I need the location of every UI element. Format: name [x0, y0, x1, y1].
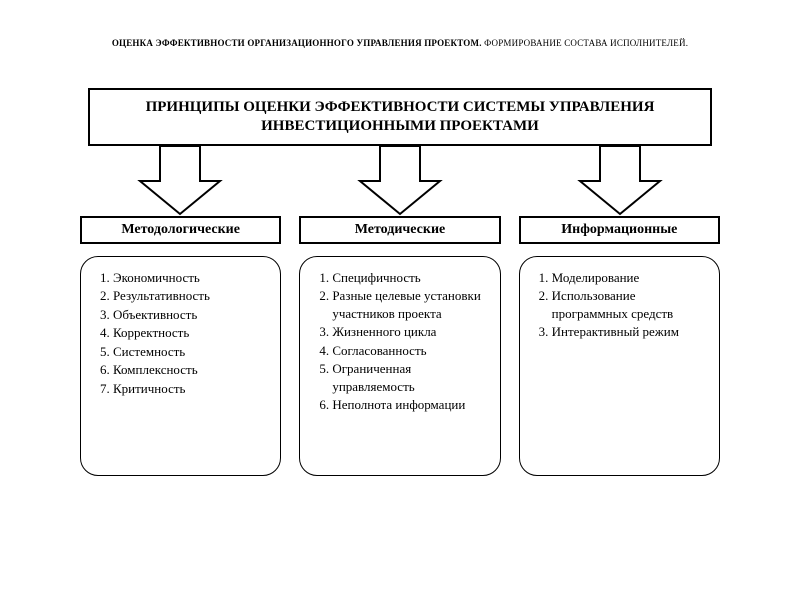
- columns-row: Методологические ЭкономичностьРезультати…: [80, 216, 720, 476]
- arrows-row: [80, 146, 720, 216]
- list-item: Интерактивный режим: [552, 323, 709, 341]
- column-body: ЭкономичностьРезультативностьОбъективнос…: [80, 256, 281, 476]
- column-methodical: Методические СпецифичностьРазные целевые…: [299, 216, 500, 476]
- arrow-down-icon: [135, 146, 225, 216]
- main-box-line2: ИНВЕСТИЦИОННЫМИ ПРОЕКТАМИ: [100, 117, 700, 136]
- page-title: ОЦЕНКА ЭФФЕКТИВНОСТИ ОРГАНИЗАЦИОННОГО УП…: [0, 0, 800, 48]
- page-title-rest: ФОРМИРОВАНИЕ СОСТАВА ИСПОЛНИТЕЛЕЙ.: [482, 38, 689, 48]
- list-item: Экономичность: [113, 269, 270, 287]
- page-title-bold: ОЦЕНКА ЭФФЕКТИВНОСТИ ОРГАНИЗАЦИОННОГО УП…: [112, 38, 482, 48]
- column-header: Методологические: [80, 216, 281, 244]
- item-list: МоделированиеИспользование программных с…: [534, 269, 709, 341]
- list-item: Разные целевые установки участников прое…: [332, 287, 489, 322]
- list-item: Жизненного цикла: [332, 323, 489, 341]
- list-item: Согласованность: [332, 342, 489, 360]
- list-item: Специфичность: [332, 269, 489, 287]
- item-list: СпецифичностьРазные целевые установки уч…: [314, 269, 489, 414]
- list-item: Объективность: [113, 306, 270, 324]
- main-principles-box: ПРИНЦИПЫ ОЦЕНКИ ЭФФЕКТИВНОСТИ СИСТЕМЫ УП…: [88, 88, 712, 146]
- list-item: Результативность: [113, 287, 270, 305]
- arrow-down-icon: [575, 146, 665, 216]
- list-item: Критичность: [113, 380, 270, 398]
- column-body: МоделированиеИспользование программных с…: [519, 256, 720, 476]
- list-item: Моделирование: [552, 269, 709, 287]
- list-item: Комплексность: [113, 361, 270, 379]
- item-list: ЭкономичностьРезультативностьОбъективнос…: [95, 269, 270, 398]
- list-item: Системность: [113, 343, 270, 361]
- column-methodological: Методологические ЭкономичностьРезультати…: [80, 216, 281, 476]
- main-box-line1: ПРИНЦИПЫ ОЦЕНКИ ЭФФЕКТИВНОСТИ СИСТЕМЫ УП…: [100, 98, 700, 117]
- column-header: Информационные: [519, 216, 720, 244]
- arrow-down-icon: [355, 146, 445, 216]
- column-informational: Информационные МоделированиеИспользовани…: [519, 216, 720, 476]
- column-body: СпецифичностьРазные целевые установки уч…: [299, 256, 500, 476]
- list-item: Корректность: [113, 324, 270, 342]
- list-item: Неполнота информации: [332, 396, 489, 414]
- list-item: Ограниченная управляемость: [332, 360, 489, 395]
- list-item: Использование программных средств: [552, 287, 709, 322]
- column-header: Методические: [299, 216, 500, 244]
